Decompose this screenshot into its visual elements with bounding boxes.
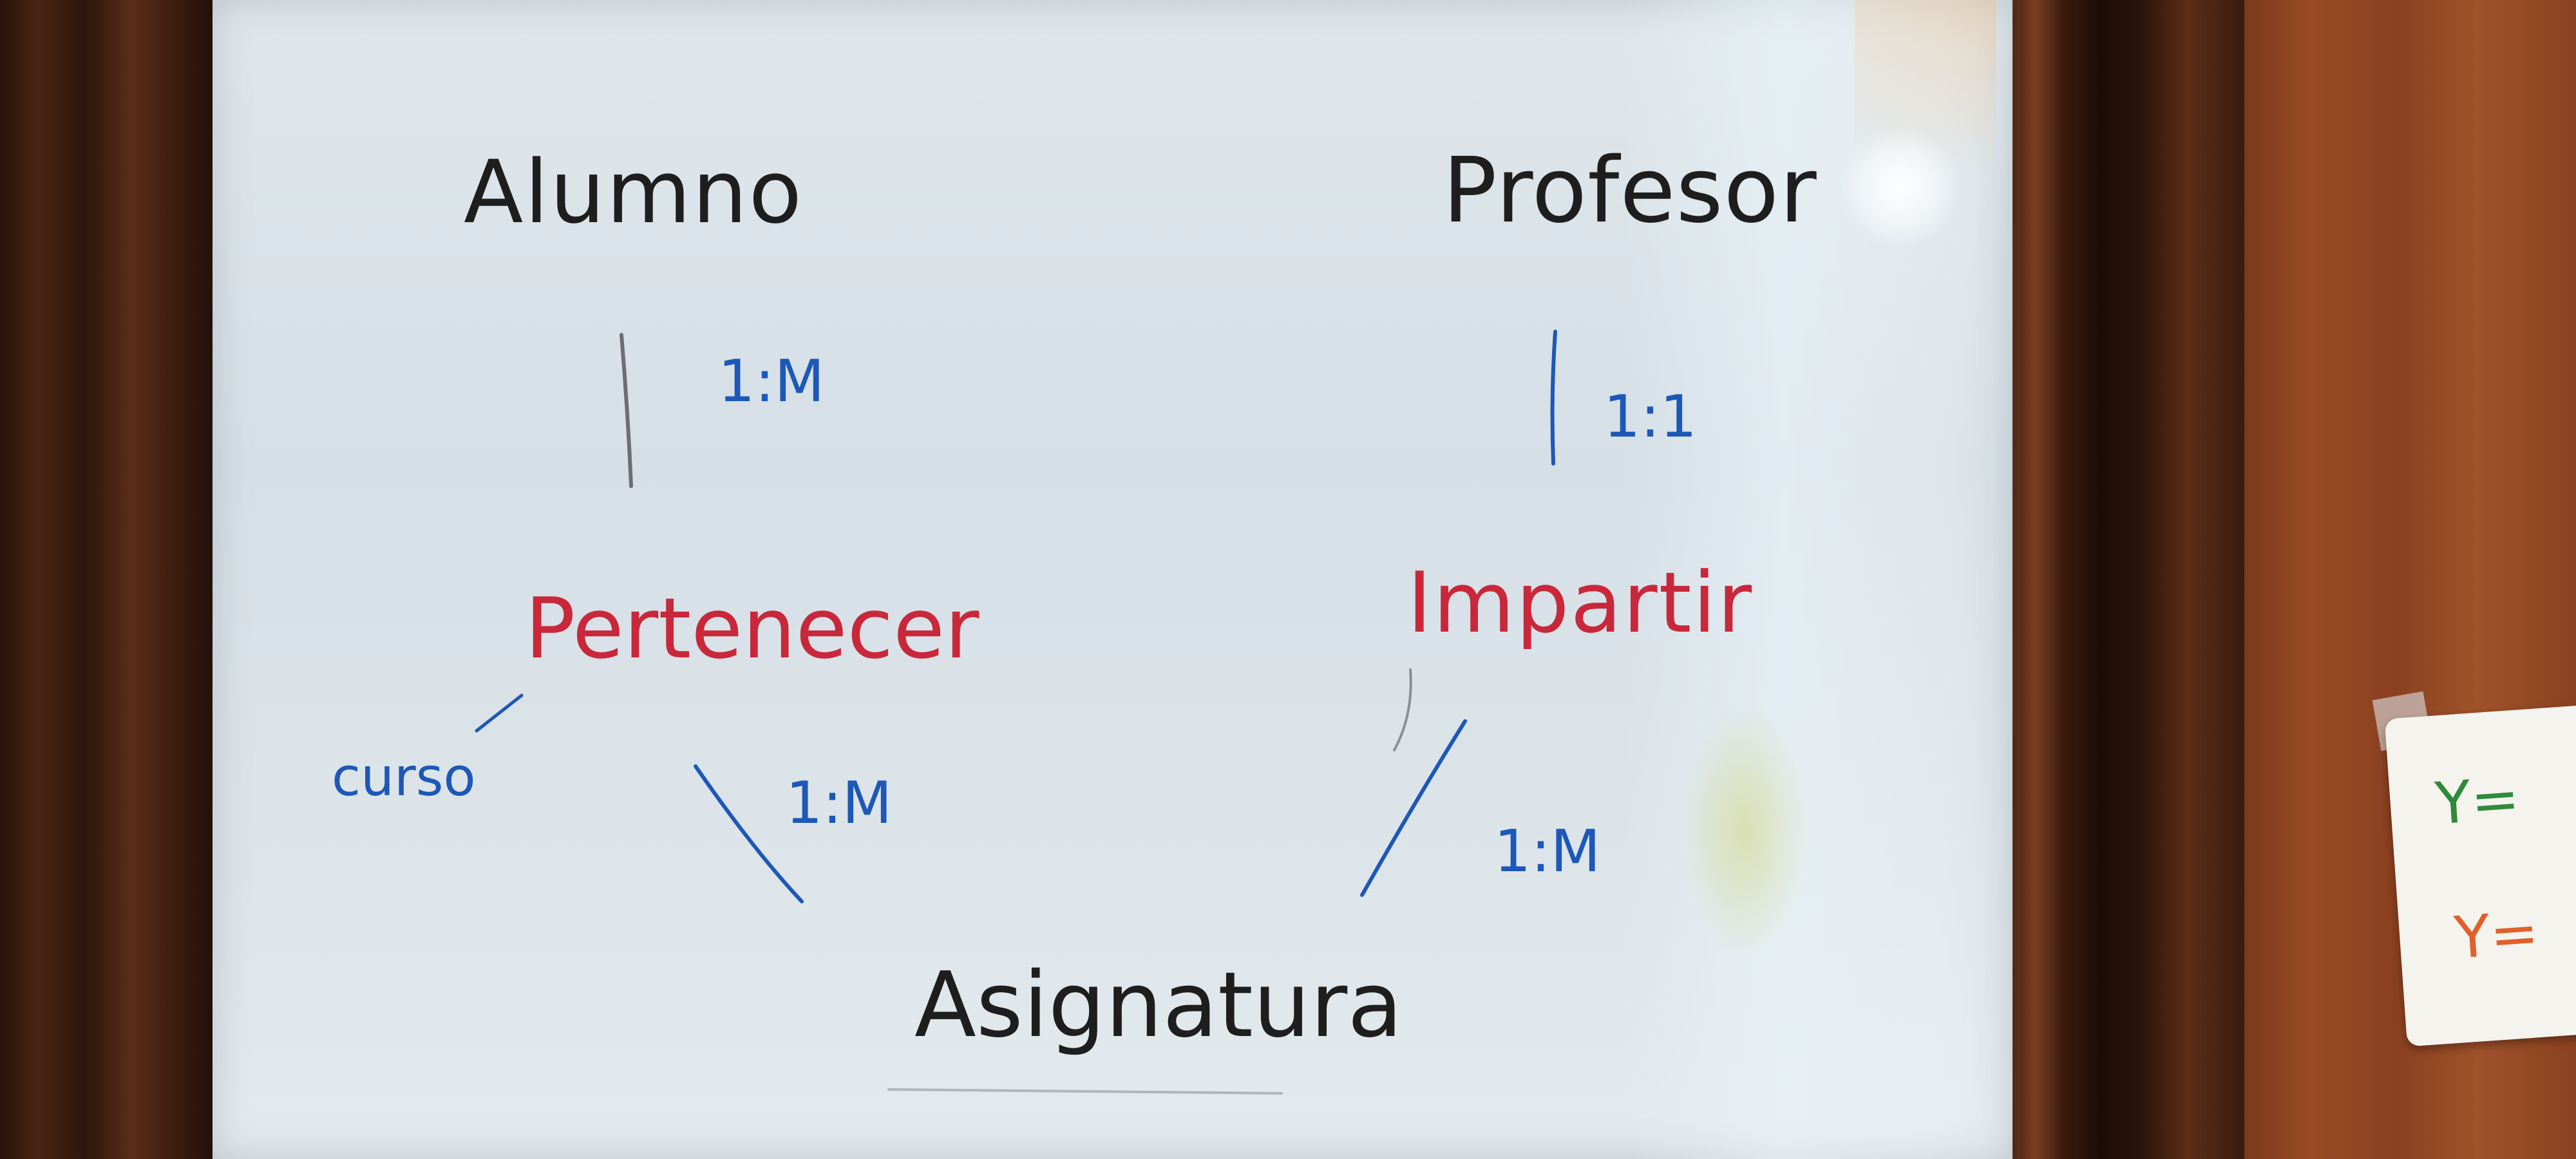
entity-alumno: Alumno bbox=[464, 142, 804, 243]
entity-profesor: Profesor bbox=[1443, 138, 1817, 243]
faint-mark bbox=[1393, 668, 1412, 751]
line-impartir-asignatura bbox=[1360, 719, 1467, 897]
wood-frame-left bbox=[0, 0, 213, 1159]
wood-frame-right bbox=[2012, 0, 2244, 1159]
cardinality-profesor-impartir: 1:1 bbox=[1604, 383, 1697, 451]
cardinality-alumno-pertenecer: 1:M bbox=[718, 348, 825, 415]
sticky-note-line-2: Y= bbox=[2452, 899, 2541, 972]
cardinality-pertenecer-asignatura: 1:M bbox=[786, 769, 893, 837]
light-glare-spot bbox=[1842, 129, 1958, 245]
sticky-note: Y= Y= bbox=[2384, 704, 2576, 1047]
line-pertenecer-asignatura bbox=[694, 764, 804, 903]
relation-pertenecer: Pertenecer bbox=[525, 580, 980, 677]
line-pertenecer-curso bbox=[475, 693, 524, 733]
attribute-curso: curso bbox=[332, 747, 476, 808]
line-alumno-pertenecer bbox=[620, 333, 633, 488]
line-profesor-impartir bbox=[1550, 330, 1557, 466]
sticky-note-line-1: Y= bbox=[2433, 764, 2522, 838]
reflection-yellow bbox=[1681, 702, 1810, 959]
smudge-asignatura bbox=[887, 1088, 1283, 1095]
relation-impartir: Impartir bbox=[1407, 554, 1754, 652]
entity-asignatura: Asignatura bbox=[914, 953, 1403, 1058]
cardinality-impartir-asignatura: 1:M bbox=[1494, 818, 1601, 885]
